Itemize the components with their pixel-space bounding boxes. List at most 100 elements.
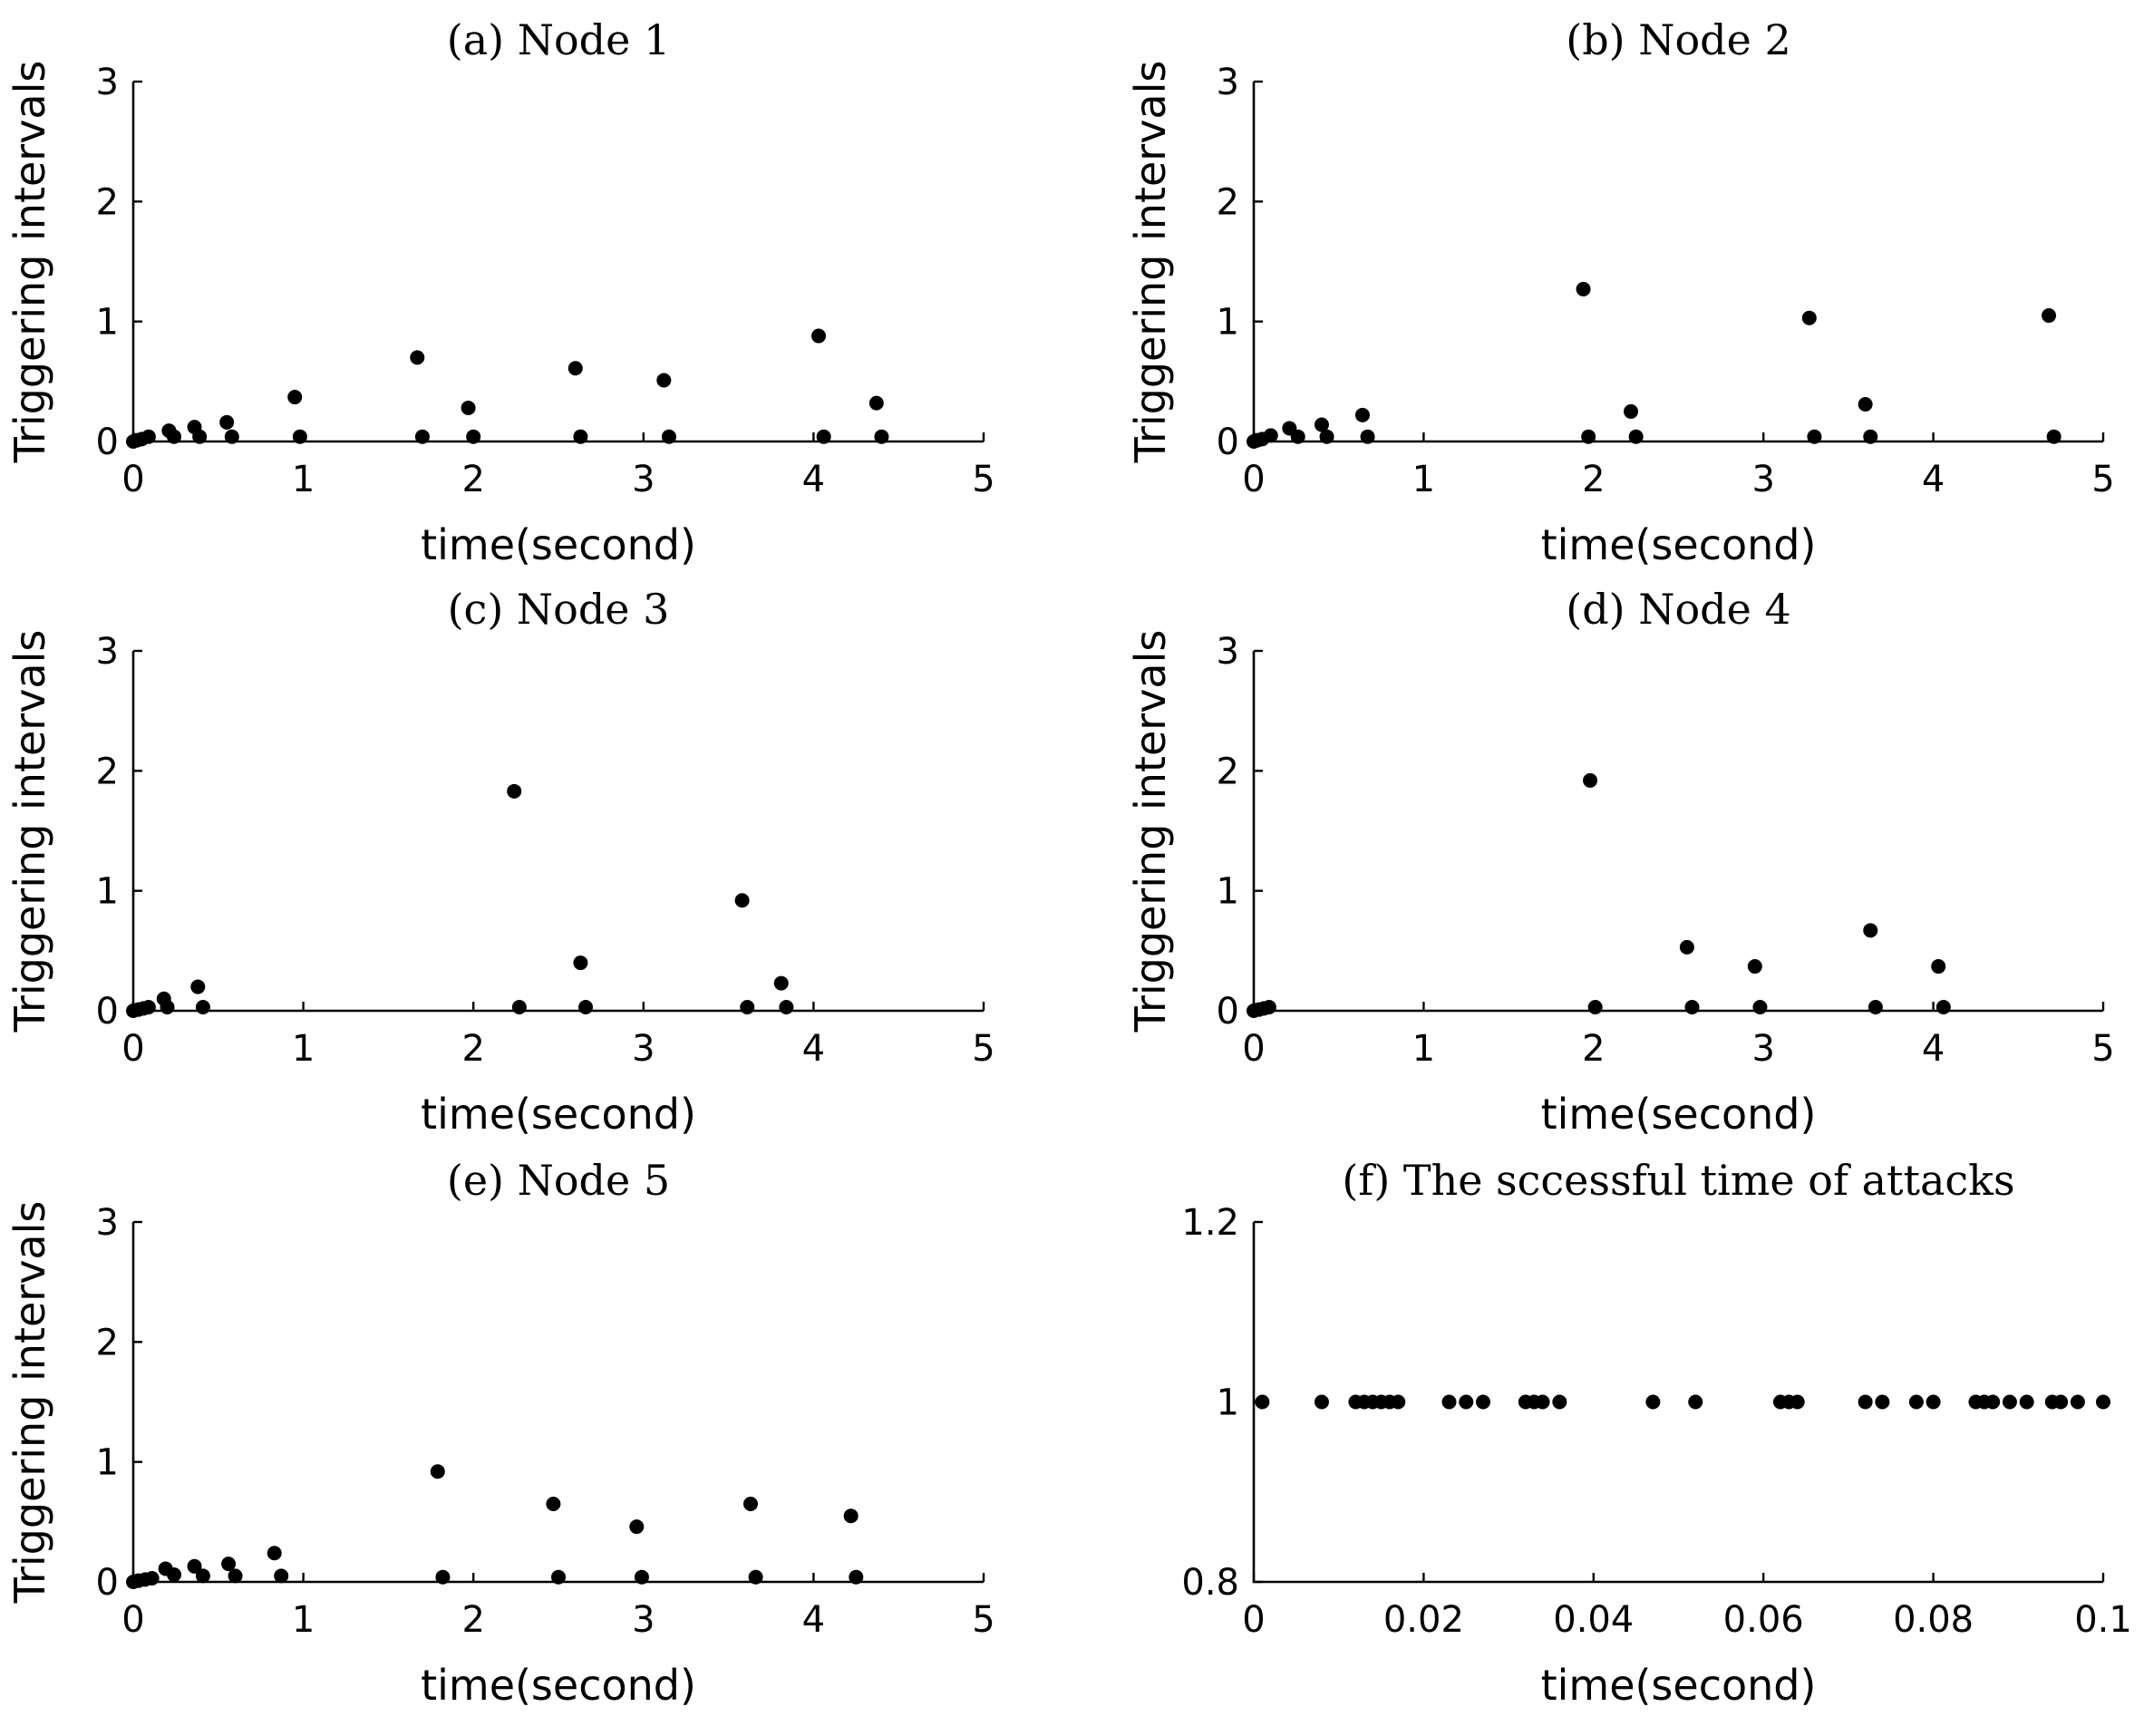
data-point [1581,429,1596,444]
x-tick-label: 0 [1242,1028,1265,1070]
y-axis-label: Triggering intervals [5,61,54,464]
data-point [430,1464,445,1479]
x-tick-label: 2 [461,1599,484,1641]
x-tick-label: 0.1 [2074,1599,2132,1641]
data-point [1858,396,1873,412]
x-tick-label: 0 [1242,459,1265,500]
data-point [748,1569,763,1585]
data-point [1684,1000,1700,1015]
data-point [742,1496,758,1511]
data-point [1290,429,1305,444]
data-point [874,429,889,444]
x-tick-label: 3 [632,1028,655,1070]
data-point [578,1000,594,1015]
data-point [221,1557,237,1572]
data-point [435,1569,451,1585]
data-point [1583,772,1598,788]
panel-b: 0 1 2 3 4 5 0 1 2 3 (b) Node 2 time(second) Triggeri… [1126,15,2115,569]
data-point [1645,1394,1661,1410]
x-tick-label: 0 [1242,1599,1265,1641]
data-point [1679,939,1694,955]
data-point [167,1567,182,1583]
data-point [868,395,884,411]
data-point [1935,1000,1951,1015]
data-point [1255,1394,1270,1410]
x-axis-label: time(second) [421,520,696,569]
data-point [228,1568,243,1584]
x-axis-label: time(second) [1541,1661,1817,1710]
data-point [656,373,672,388]
y-tick-label: 2 [1217,181,1239,223]
data-point [187,1558,202,1574]
y-tick-label: 3 [96,631,119,673]
data-point [734,893,750,908]
y-axis-label: Triggering intervals [1126,61,1175,464]
y-tick-label: 1.2 [1181,1202,1239,1244]
x-tick-label: 4 [802,1028,825,1070]
data-point [1628,429,1644,444]
data-point [190,979,206,994]
data-point [1354,407,1370,422]
data-point [141,429,156,444]
x-tick-label: 4 [1922,459,1945,500]
data-point [144,1571,160,1586]
data-point [1314,1394,1329,1410]
x-tick-label: 5 [2091,1028,2114,1070]
data-point [507,783,522,799]
x-tick-label: 4 [802,1599,825,1641]
x-tick-label: 3 [632,459,655,500]
data-point [466,429,481,444]
data-point [779,1000,794,1015]
data-point [414,429,430,444]
y-tick-label: 2 [1217,751,1239,792]
chart-title: (d) Node 4 [1566,585,1790,634]
data-point [410,350,425,365]
panel-e: 0 1 2 3 4 5 0 1 2 3 (e) Node 5 time(second) Triggeri… [5,1156,995,1710]
data-point [2053,1394,2069,1410]
data-point [629,1519,645,1535]
y-tick-label: 1 [1217,1382,1239,1424]
data-point [1360,429,1375,444]
x-tick-label: 3 [632,1599,655,1641]
data-point [816,429,831,444]
data-point [1552,1394,1567,1410]
data-point [1807,429,1822,444]
x-axis-label: time(second) [421,1661,696,1710]
data-point [811,328,827,344]
data-point [287,390,303,405]
data-point [141,1000,156,1015]
x-tick-label: 0 [121,1028,144,1070]
y-tick-label: 2 [96,1322,119,1363]
data-point [167,429,182,444]
data-point [634,1569,649,1585]
chart-title: (e) Node 5 [447,1156,670,1205]
data-point [219,414,235,430]
data-point [740,1000,755,1015]
y-tick-label: 0 [96,991,119,1033]
y-axis-label: Triggering intervals [5,630,54,1033]
x-axis-label: time(second) [421,1090,696,1139]
x-tick-label: 0 [121,1599,144,1641]
y-tick-label: 0 [1217,991,1239,1033]
data-point [195,1568,210,1584]
x-tick-label: 1 [292,1599,315,1641]
x-tick-label: 1 [292,1028,315,1070]
x-tick-label: 0.06 [1723,1599,1804,1641]
data-point [1314,417,1329,432]
data-point [568,361,583,376]
x-tick-label: 2 [1582,1028,1605,1070]
x-tick-label: 2 [461,1028,484,1070]
x-tick-label: 4 [802,459,825,500]
data-point [1985,1394,2001,1410]
data-point [1908,1394,1924,1410]
x-axis-label: time(second) [1541,520,1817,569]
data-point [195,1000,210,1015]
y-tick-label: 0 [1217,422,1239,463]
panel-f: 0 0.02 0.04 0.06 0.08 0.1 0.8 1 1.2 (f) The scces… [1181,1156,2131,1710]
chart-title: (b) Node 2 [1566,15,1790,64]
data-point [461,400,476,415]
data-point [546,1496,561,1511]
y-tick-label: 1 [96,1442,119,1484]
data-point [849,1569,864,1585]
data-point [1747,959,1762,975]
